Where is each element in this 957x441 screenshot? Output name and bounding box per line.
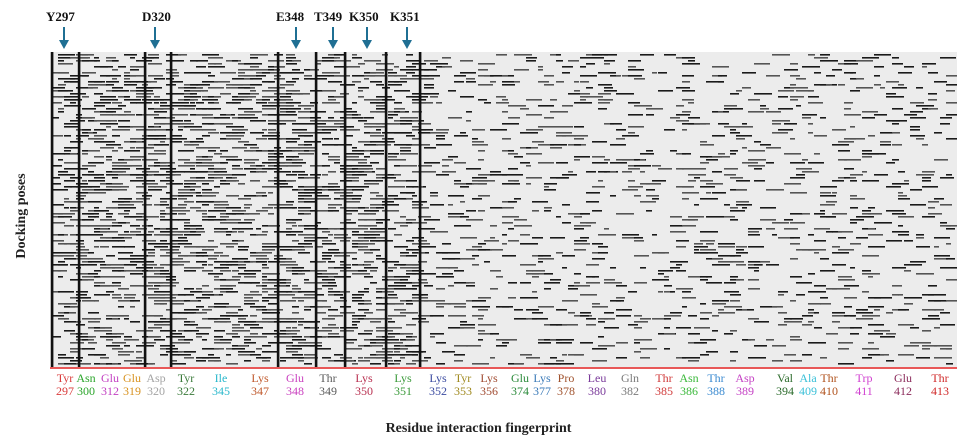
residue-name: Tyr <box>56 371 74 385</box>
residue-number: 389 <box>736 384 754 398</box>
y-axis-label: Docking poses <box>14 173 29 259</box>
residue-number: 378 <box>557 384 575 398</box>
residue-number: 319 <box>123 384 141 398</box>
residue-number: 345 <box>212 384 230 398</box>
residue-number: 385 <box>655 384 673 398</box>
residue-name: Ile <box>214 371 228 385</box>
residue-number: 386 <box>680 384 698 398</box>
arrow-head-4 <box>362 40 372 49</box>
residue-name: Thr <box>655 371 673 385</box>
residue-name: Thr <box>319 371 337 385</box>
residue-name: Asp <box>735 371 755 385</box>
residue-number: 382 <box>621 384 639 398</box>
residue-name: Gln <box>621 371 639 385</box>
residue-number: 353 <box>454 384 472 398</box>
residue-number: 377 <box>533 384 551 398</box>
arrow-head-3 <box>328 40 338 49</box>
separator-line-5 <box>314 52 318 367</box>
residue-number: 411 <box>855 384 873 398</box>
separator-line-7 <box>384 52 388 367</box>
residue-name: Thr <box>707 371 725 385</box>
residue-name: Ala <box>799 371 817 385</box>
residue-name: Leu <box>587 371 607 385</box>
residue-name: Lys <box>429 371 447 385</box>
residue-name: Pro <box>557 371 575 385</box>
residue-number: 322 <box>177 384 195 398</box>
residue-name: Glu <box>101 371 119 385</box>
residue-number: 413 <box>931 384 949 398</box>
residue-name: Asp <box>146 371 166 385</box>
residue-name: Glu <box>123 371 141 385</box>
residue-number: 409 <box>799 384 817 398</box>
residue-name: Lys <box>251 371 269 385</box>
residue-name: Thr <box>931 371 949 385</box>
residue-number: 347 <box>251 384 269 398</box>
annotation-k351: K351 <box>390 9 420 24</box>
residue-number: 350 <box>355 384 373 398</box>
separator-line-1 <box>77 52 81 367</box>
residue-number: 352 <box>429 384 447 398</box>
arrow-head-0 <box>59 40 69 49</box>
residue-number: 320 <box>147 384 165 398</box>
separator-line-0 <box>50 52 54 367</box>
annotation-d320: D320 <box>142 9 171 24</box>
residue-number: 351 <box>394 384 412 398</box>
residue-name: Glu <box>286 371 304 385</box>
residue-number: 312 <box>101 384 119 398</box>
separator-line-4 <box>276 52 280 367</box>
annotation-y297: Y297 <box>46 9 75 24</box>
residue-number: 348 <box>286 384 304 398</box>
x-axis-label: Residue interaction fingerprint <box>385 421 572 436</box>
residue-number: 388 <box>707 384 725 398</box>
residue-name: Trp <box>855 371 873 385</box>
residue-name: Glu <box>894 371 912 385</box>
arrow-head-2 <box>291 40 301 49</box>
residue-name: Lys <box>480 371 498 385</box>
residue-name: Tyr <box>177 371 195 385</box>
annotation-e348: E348 <box>276 9 305 24</box>
residue-name: Glu <box>511 371 529 385</box>
heatmap-background <box>50 52 957 367</box>
separator-line-3 <box>169 52 173 367</box>
annotation-t349: T349 <box>314 9 343 24</box>
residue-name: Asn <box>76 371 96 385</box>
arrow-head-1 <box>150 40 160 49</box>
residue-number: 374 <box>511 384 529 398</box>
separator-line-2 <box>143 52 147 367</box>
annotation-k350: K350 <box>349 9 379 24</box>
residue-number: 412 <box>894 384 912 398</box>
arrow-head-5 <box>402 40 412 49</box>
separator-line-8 <box>418 52 422 367</box>
residue-number: 300 <box>77 384 95 398</box>
residue-name: Lys <box>533 371 551 385</box>
residue-number: 349 <box>319 384 337 398</box>
residue-number: 356 <box>480 384 498 398</box>
residue-number: 410 <box>820 384 838 398</box>
separator-line-6 <box>343 52 347 367</box>
residue-name: Val <box>777 371 793 385</box>
residue-name: Asn <box>679 371 699 385</box>
residue-name: Lys <box>355 371 373 385</box>
residue-number: 380 <box>588 384 606 398</box>
residue-name: Thr <box>820 371 838 385</box>
residue-number: 394 <box>776 384 794 398</box>
residue-name: Tyr <box>454 371 472 385</box>
residue-name: Lys <box>394 371 412 385</box>
residue-number: 297 <box>56 384 74 398</box>
